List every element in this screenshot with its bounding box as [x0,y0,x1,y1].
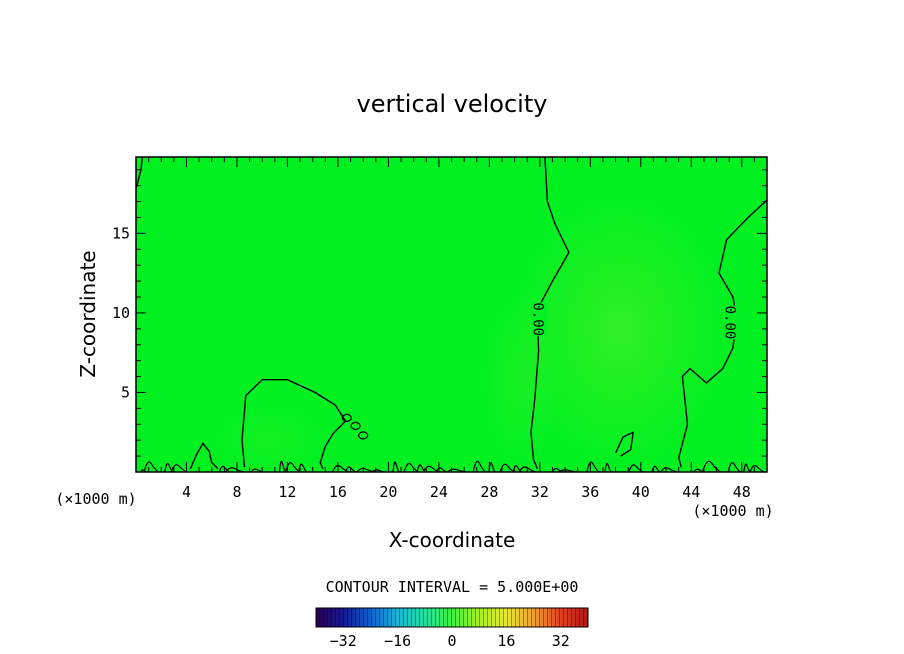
x-tick-label: 36 [581,483,599,501]
x-axis-ticks: 4 8 12 16 20 24 28 32 36 40 44 48 [148,157,755,501]
x-tick-label: 4 [182,483,191,501]
colorbar-tick-label: 32 [552,632,570,650]
x-tick-label: 48 [733,483,751,501]
y-axis-ticks: 5 10 15 [112,169,767,457]
colorbar-tick-label: −16 [384,632,411,650]
field-blob-center [480,290,560,470]
y-axis-label: Z-coordinate [76,250,100,377]
y-tick-label: 5 [121,383,130,401]
contour-labels: 0.00 0.00 [341,302,739,440]
near-surface-contour [586,461,600,472]
colorbar-frame [315,607,589,628]
near-surface-contour [472,460,486,472]
near-surface-contour [749,464,765,472]
colorbar-ticks: −32 −16 0 16 32 [330,632,570,650]
contour-value-label: 0.00 [721,306,737,340]
near-surface-contour [743,463,751,472]
contour-label-bg [530,302,547,337]
colorbar-stripes [316,608,588,627]
contour-value-label: 0.00 [530,302,546,336]
colorbar-tick-label: 0 [447,632,456,650]
colorbar: −32 −16 0 16 32 [315,607,589,650]
x-tick-label: 28 [480,483,498,501]
near-surface-contour [392,461,400,472]
x-unit-label-right: (×1000 m) [692,502,773,520]
near-surface-contour [278,460,286,472]
near-surface-contour [604,462,612,472]
x-tick-label: 24 [430,483,448,501]
near-surface-contour [143,461,159,472]
field-blob-west [210,400,330,472]
near-surface-contour [224,467,244,472]
zero-contour-left-ripple [189,442,219,470]
zero-contour-bump-8-18 [241,379,347,470]
x-tick-label: 44 [682,483,700,501]
x-tick-label: 40 [632,483,650,501]
contour-lines [136,157,767,472]
x-unit-label-left: (×1000 m) [55,490,136,508]
near-surface-contour [701,460,721,472]
near-surface-contour [435,467,447,472]
x-tick-label: 32 [531,483,549,501]
near-surface-contour [660,467,677,472]
contour-interval-label: CONTOUR INTERVAL = 5.000E+00 [326,578,579,596]
zero-contour-east-46-50 [678,199,767,468]
x-tick-label: 16 [329,483,347,501]
near-surface-contour [403,462,419,472]
x-tick-label: 20 [379,483,397,501]
y-tick-label: 15 [112,224,130,242]
contour-label-glyph [358,431,369,440]
contour-label-glyph [350,421,361,430]
contour-label-bg [722,305,739,340]
chart-title: vertical velocity [357,90,548,118]
colorbar-tick-label: 16 [497,632,515,650]
zero-contour-ripple-40 [614,431,634,457]
near-surface-contour [170,464,188,472]
near-surface-contour [297,463,308,472]
contour-label-glyph [341,413,352,423]
x-axis-label: X-coordinate [389,528,516,552]
x-tick-label: 8 [232,483,241,501]
near-surface-contour [499,463,515,472]
colorbar-tick-label: −32 [330,632,357,650]
x-tick-label: 12 [278,483,296,501]
near-surface-contour [727,462,741,472]
y-tick-label: 10 [112,304,130,322]
